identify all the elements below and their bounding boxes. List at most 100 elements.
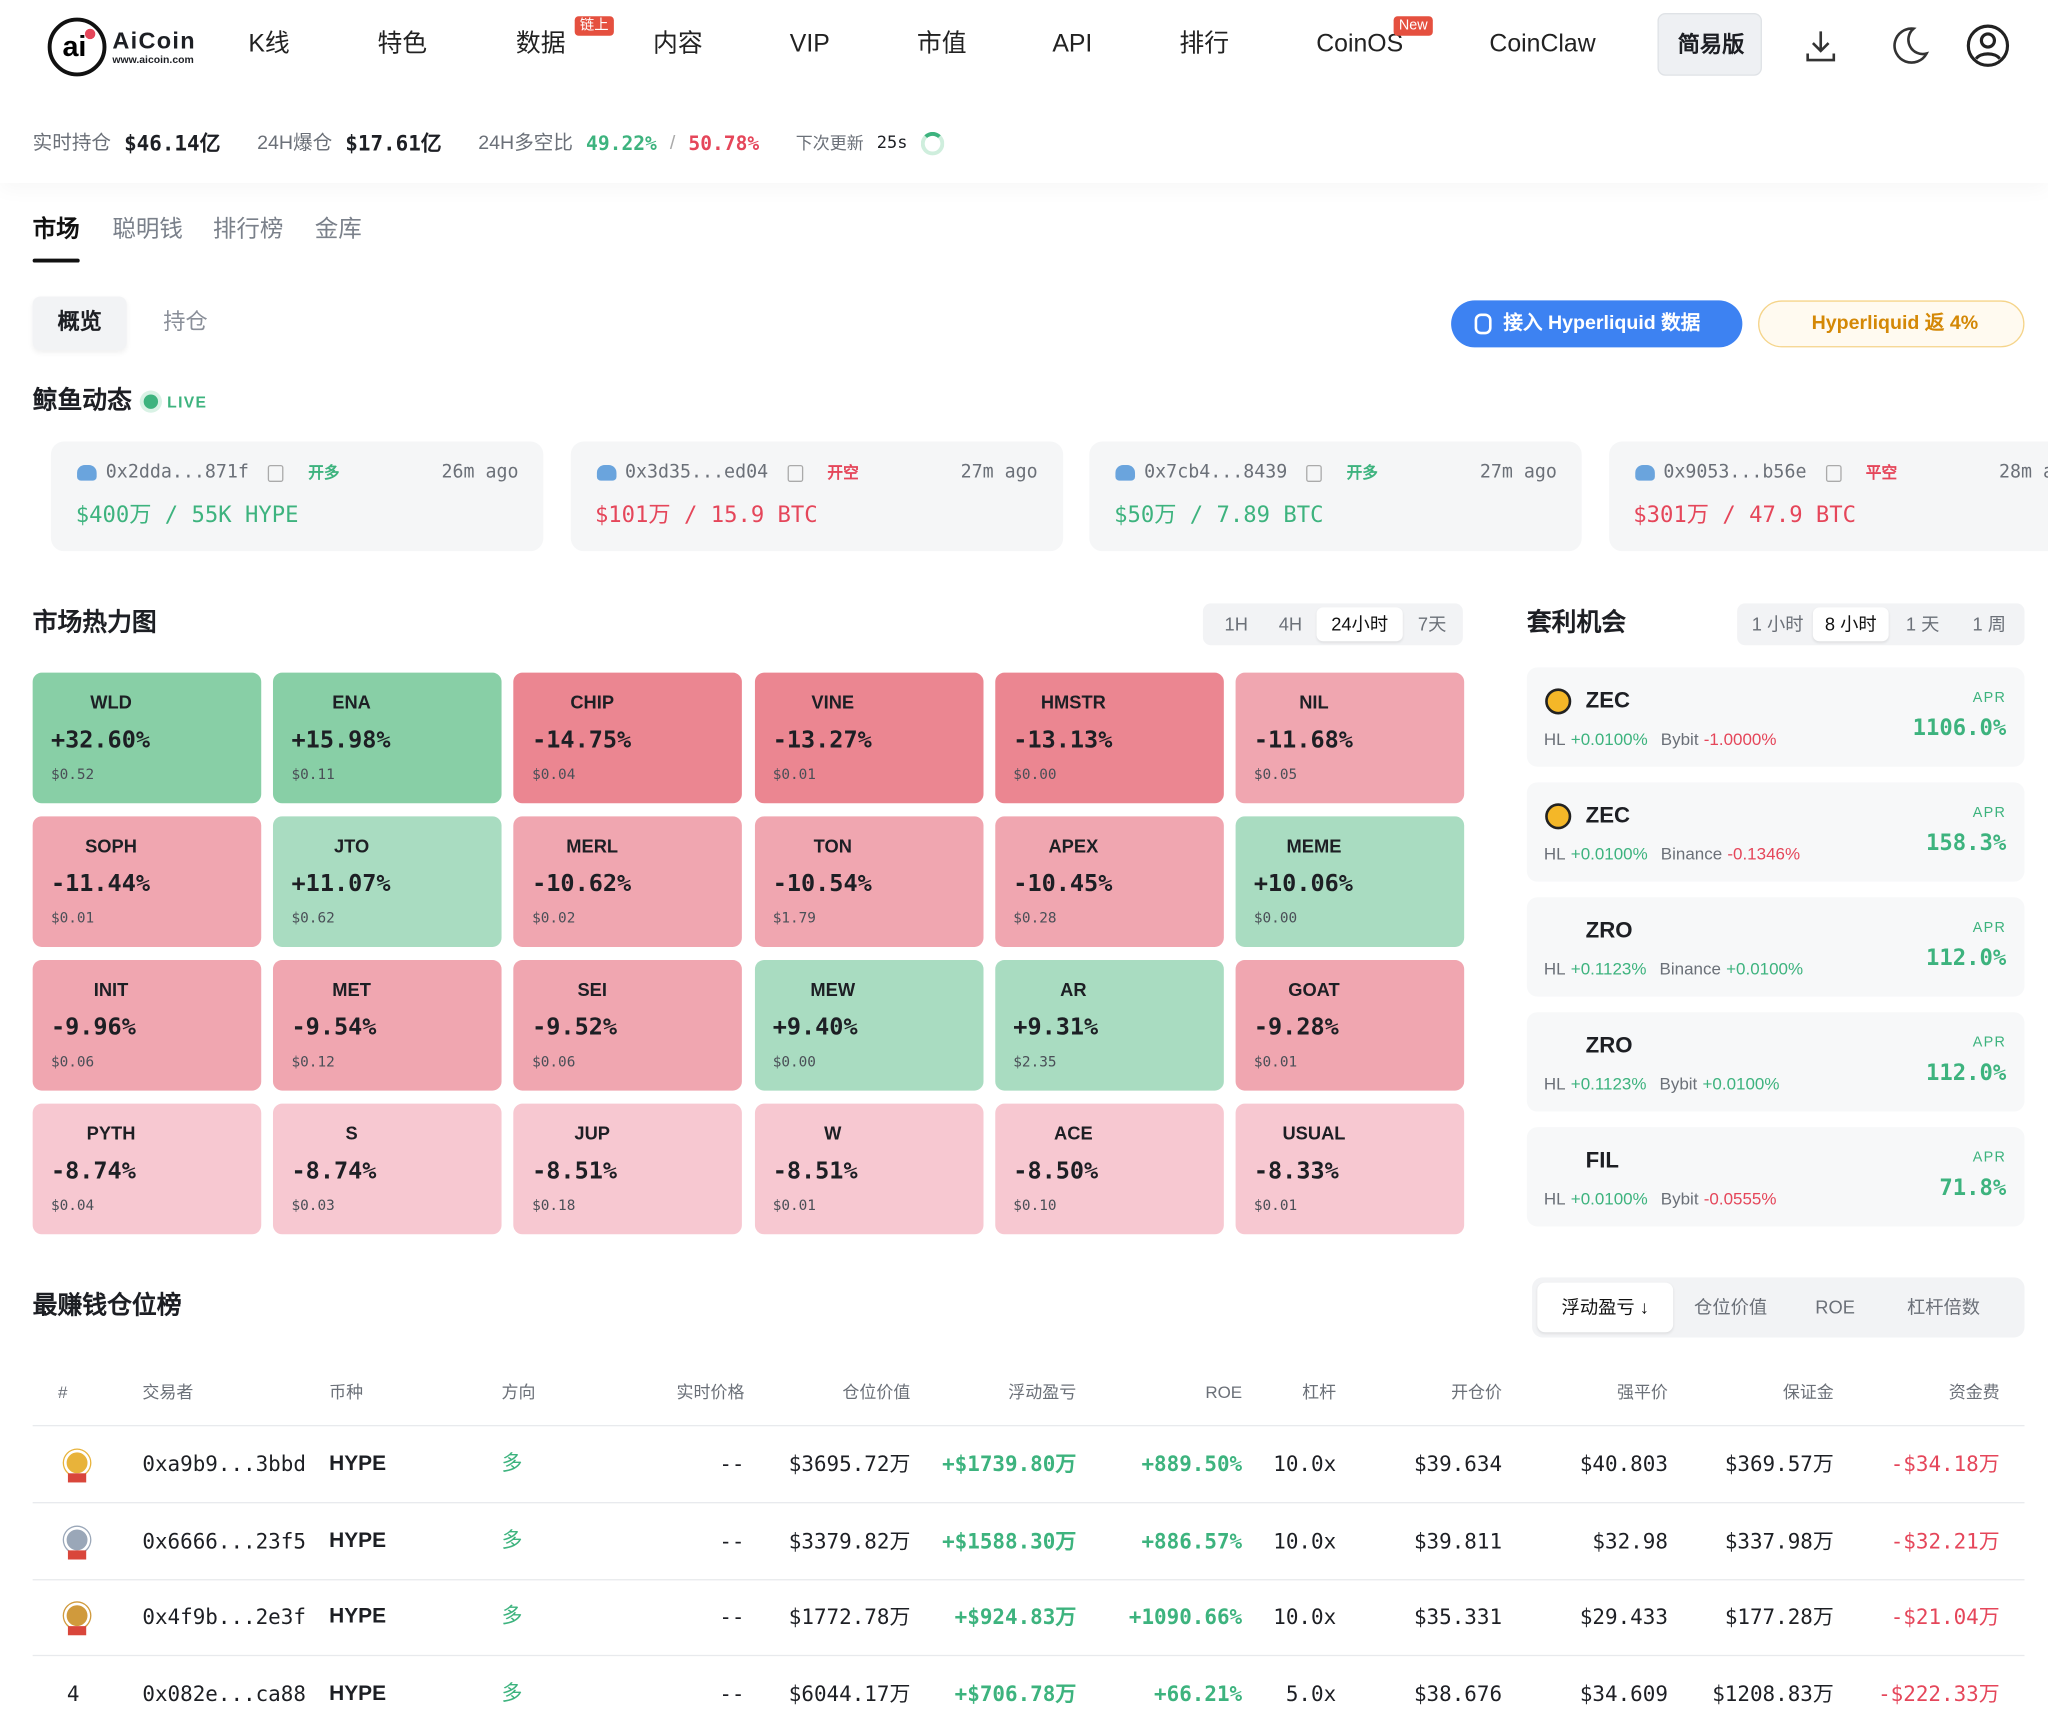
simple-button-label[interactable]: 简易版 bbox=[1677, 32, 1745, 58]
heatmap-cell[interactable]: S -8.74% $0.03 bbox=[273, 1103, 502, 1235]
segment-label[interactable]: 1 周 bbox=[1972, 613, 2006, 635]
arb-b-ex: Bybit bbox=[1659, 1073, 1698, 1094]
heatmap-cell[interactable]: VINE -13.27% $0.01 bbox=[754, 672, 983, 804]
heatmap-cell[interactable]: JUP -8.51% $0.18 bbox=[513, 1103, 743, 1235]
nav-item[interactable]: 特色 bbox=[377, 30, 428, 59]
simple-button[interactable]: 简易版 bbox=[1657, 13, 1762, 76]
table-cell: $3379.82万 bbox=[788, 1528, 911, 1554]
nav-item[interactable]: 数据 bbox=[515, 30, 566, 59]
segment-label[interactable]: 1H bbox=[1224, 613, 1248, 635]
segment-label[interactable]: 1 小时 bbox=[1751, 613, 1804, 635]
nav-item[interactable]: 内容 bbox=[653, 30, 703, 59]
apr-value: 1106.0% bbox=[1912, 715, 2007, 742]
cell-symbol: MEME bbox=[1286, 835, 1342, 857]
cell-symbol: ACE bbox=[1054, 1122, 1093, 1144]
whale-icon bbox=[596, 464, 616, 481]
segment-label[interactable]: 8 小时 bbox=[1824, 613, 1877, 635]
cell-price: $0.03 bbox=[291, 1196, 335, 1214]
nav-item[interactable]: CoinOS bbox=[1316, 30, 1404, 59]
heatmap-cell[interactable]: GOAT -9.28% $0.01 bbox=[1235, 960, 1465, 1091]
heatmap-cell[interactable]: NIL -11.68% $0.05 bbox=[1235, 672, 1465, 804]
heatmap-cell[interactable]: W -8.51% $0.01 bbox=[754, 1103, 983, 1235]
segment-label[interactable]: 24小时 bbox=[1331, 613, 1389, 635]
heatmap-cell[interactable]: SOPH -11.44% $0.01 bbox=[32, 816, 262, 947]
whale-time: 27m ago bbox=[1479, 461, 1557, 483]
apr-label: APR bbox=[1972, 690, 2007, 706]
heatmap-cell[interactable]: USUAL -8.33% $0.01 bbox=[1235, 1103, 1465, 1235]
heatmap-cell[interactable]: AR +9.31% $2.35 bbox=[995, 960, 1224, 1091]
sort-active[interactable] bbox=[1537, 1282, 1674, 1333]
table-cell: 10.0x bbox=[1273, 1528, 1337, 1554]
table-cell: 0x6666...23f5 bbox=[142, 1528, 306, 1554]
coin-icon bbox=[1545, 803, 1572, 830]
subtab-active[interactable]: 概览 bbox=[32, 296, 127, 351]
main-tab[interactable]: 市场 bbox=[32, 215, 80, 242]
heatmap-cell[interactable]: WLD +32.60% $0.52 bbox=[32, 672, 262, 804]
promo-label[interactable]: Hyperliquid 返 4% bbox=[1811, 312, 1979, 335]
rank-medal bbox=[64, 1526, 91, 1553]
heatmap-cell[interactable]: APEX -10.45% $0.28 bbox=[995, 816, 1224, 947]
subtab[interactable]: 持仓 bbox=[163, 309, 208, 335]
segment-label[interactable]: 4H bbox=[1278, 613, 1303, 635]
arbitrage-row[interactable]: ZEC HL +0.0100% Binance -0.1346% APR 158.3% bbox=[1526, 782, 2025, 882]
user-icon[interactable] bbox=[1966, 24, 2010, 68]
whale-card: 0x2dda...871f 开多 26m ago $400万 / 55K HYPE bbox=[50, 441, 544, 552]
main-tab[interactable]: 聪明钱 bbox=[112, 215, 183, 242]
heatmap-cell[interactable]: INIT -9.96% $0.06 bbox=[32, 960, 262, 1091]
theme-icon[interactable] bbox=[1887, 25, 1930, 67]
arbitrage-row[interactable]: ZEC HL +0.0100% Bybit -1.0000% APR 1106.0% bbox=[1526, 667, 2025, 767]
table-cell: $35.331 bbox=[1413, 1604, 1503, 1630]
stat-value: $46.14亿 bbox=[124, 131, 221, 156]
segment-active[interactable] bbox=[1316, 607, 1403, 642]
segment-label[interactable]: 1 天 bbox=[1905, 613, 1940, 635]
column-header: 仓位价值 bbox=[842, 1382, 911, 1402]
heatmap-cell[interactable]: ACE -8.50% $0.10 bbox=[995, 1103, 1224, 1235]
cell-price: $0.01 bbox=[772, 765, 816, 783]
nav-item[interactable]: K线 bbox=[248, 30, 290, 59]
nav-item[interactable]: 市值 bbox=[916, 30, 967, 59]
sort-label[interactable]: 仓位价值 bbox=[1694, 1296, 1768, 1318]
heatmap-cell[interactable]: MEME +10.06% $0.00 bbox=[1235, 816, 1465, 947]
apr-label: APR bbox=[1972, 1149, 2007, 1166]
cell-symbol: TON bbox=[813, 835, 852, 857]
promo-button[interactable]: 接入 Hyperliquid 数据 bbox=[1451, 300, 1743, 348]
heatmap-cell[interactable]: TON -10.54% $1.79 bbox=[754, 816, 983, 947]
main-tab[interactable]: 金库 bbox=[314, 215, 362, 242]
heatmap-cell[interactable]: CHIP -14.75% $0.04 bbox=[513, 672, 743, 804]
heatmap-cell[interactable]: SEI -9.52% $0.06 bbox=[513, 960, 743, 1091]
cell-symbol: WLD bbox=[90, 691, 132, 713]
cell-change: -10.54% bbox=[772, 870, 872, 898]
sort-label[interactable]: 浮动盈亏 ↓ bbox=[1561, 1296, 1649, 1318]
arbitrage-row[interactable]: ZRO HL +0.1123% Bybit +0.0100% APR 112.0% bbox=[1526, 1012, 2025, 1112]
section-title: 市场热力图 bbox=[32, 609, 157, 637]
heatmap-cell[interactable]: MEW +9.40% $0.00 bbox=[754, 960, 983, 1091]
sort-label[interactable]: 杠杆倍数 bbox=[1906, 1296, 1981, 1318]
nav-item[interactable]: VIP bbox=[789, 30, 830, 59]
apr-value: 158.3% bbox=[1925, 830, 2007, 857]
cell-symbol: INIT bbox=[93, 979, 129, 1000]
cell-change: -13.27% bbox=[772, 726, 872, 754]
promo-button[interactable]: Hyperliquid 返 4% bbox=[1758, 300, 2025, 348]
arbitrage-row[interactable]: ZRO HL +0.1123% Binance +0.0100% APR 112.0% bbox=[1526, 897, 2025, 997]
heatmap-cell[interactable]: MET -9.54% $0.12 bbox=[273, 960, 502, 1091]
sort-label[interactable]: ROE bbox=[1815, 1296, 1855, 1318]
apr-label: APR bbox=[1972, 1034, 2007, 1051]
heatmap-cell[interactable]: MERL -10.62% $0.02 bbox=[513, 816, 743, 947]
heatmap-cell[interactable]: ENA +15.98% $0.11 bbox=[273, 672, 502, 804]
cell-symbol: GOAT bbox=[1288, 979, 1340, 1000]
nav-item[interactable]: CoinClaw bbox=[1489, 30, 1596, 59]
heatmap-cell[interactable]: JTO +11.07% $0.62 bbox=[273, 816, 502, 947]
apr-value: 112.0% bbox=[1925, 945, 2007, 972]
main-tab[interactable]: 排行榜 bbox=[212, 215, 284, 242]
arbitrage-row[interactable]: FIL HL +0.0100% Bybit -0.0555% APR 71.8% bbox=[1526, 1127, 2025, 1227]
nav-item[interactable]: API bbox=[1052, 30, 1093, 59]
segment-label[interactable]: 7天 bbox=[1417, 613, 1447, 635]
heatmap-cell[interactable]: HMSTR -13.13% $0.00 bbox=[995, 672, 1224, 804]
nav-item[interactable]: 排行 bbox=[1179, 30, 1230, 59]
download-icon[interactable] bbox=[1802, 27, 1839, 64]
promo-label[interactable]: 接入 Hyperliquid 数据 bbox=[1503, 312, 1701, 335]
subtab[interactable]: 概览 bbox=[57, 309, 102, 335]
segment-active[interactable] bbox=[1812, 607, 1889, 642]
cell-symbol: HMSTR bbox=[1040, 691, 1106, 713]
heatmap-cell[interactable]: PYTH -8.74% $0.04 bbox=[32, 1103, 262, 1235]
